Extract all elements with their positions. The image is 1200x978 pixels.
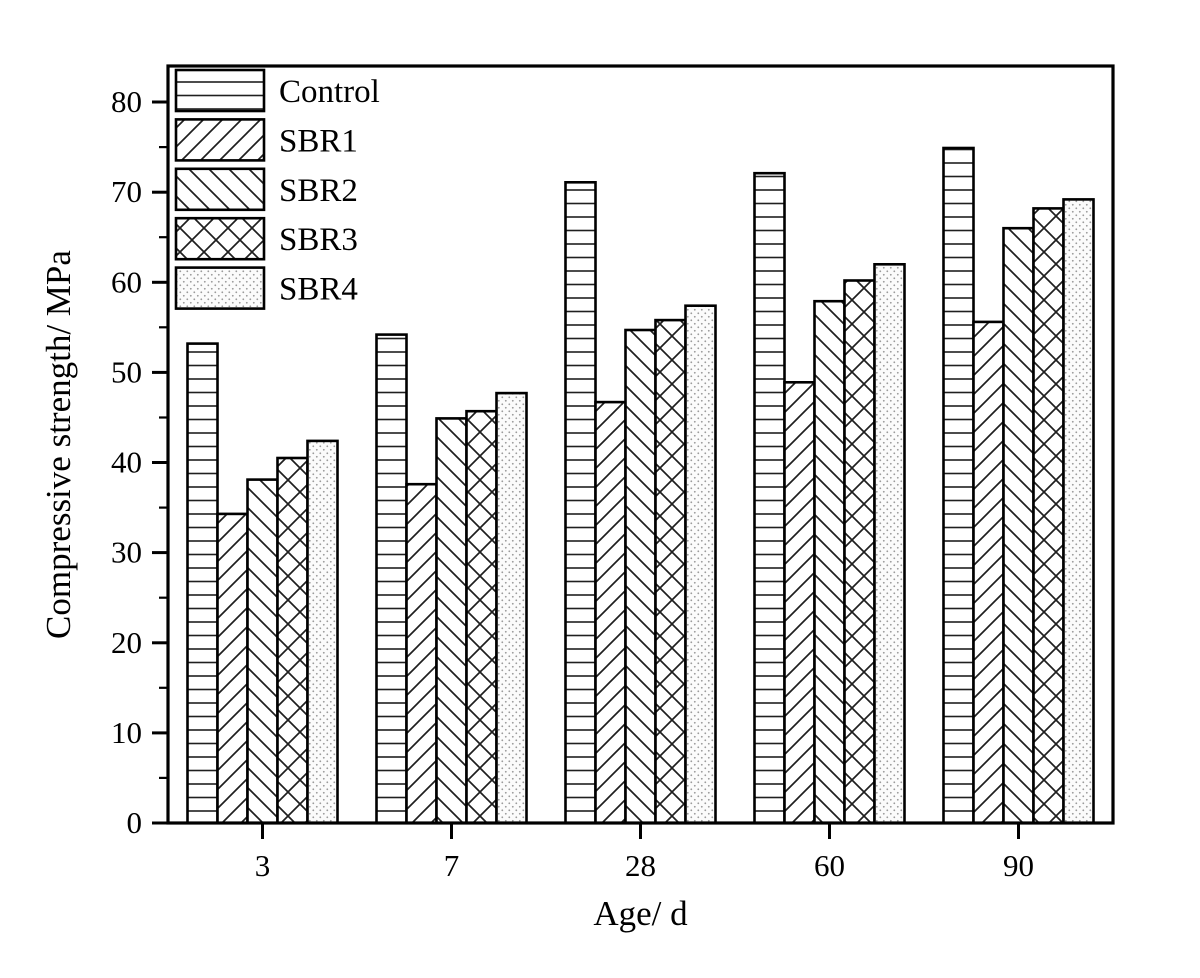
bar-SBR4-age-90: SBR4 @ 90 d: 69.2 MPa [1062, 198, 1095, 825]
bar-SBR1-age-7: SBR1 @ 7 d: 37.6 MPa [405, 482, 438, 825]
bar-SBR3-age-7: SBR3 @ 7 d: 45.7 MPa [465, 409, 498, 825]
legend-label: SBR2 [279, 173, 358, 209]
bar-Control-age-7: Control @ 7 d: 54.2 MPa [375, 333, 408, 825]
bar-Control-age-28: Control @ 28 d: 71.1 MPa [564, 181, 597, 825]
x-tick-label: 90 [1003, 848, 1034, 883]
bar-Control-age-3: Control @ 3 d: 53.2 MPa [186, 342, 219, 825]
bar-SBR2-age-60: SBR2 @ 60 d: 57.9 MPa [813, 299, 846, 825]
legend-label: SBR1 [279, 123, 358, 159]
bar-Control-age-90: Control @ 90 d: 74.9 MPa [942, 146, 975, 825]
bar-SBR3-age-60: SBR3 @ 60 d: 60.2 MPa [843, 279, 876, 825]
bar-SBR4-age-60: SBR4 @ 60 d: 62 MPa [873, 262, 906, 825]
y-tick-label: 50 [111, 354, 142, 389]
bar-SBR2-age-28: SBR2 @ 28 d: 54.7 MPa [624, 328, 657, 825]
x-tick-label: 28 [625, 848, 656, 883]
bar-SBR4-age-7: SBR4 @ 7 d: 47.7 MPa [495, 391, 528, 825]
bar-Control-age-60: Control @ 60 d: 72.1 MPa [753, 171, 786, 825]
legend-swatch-SBR3 [174, 216, 266, 261]
y-tick-label: 80 [111, 84, 142, 119]
bar-SBR3-age-28: SBR3 @ 28 d: 55.8 MPa [654, 318, 687, 825]
y-tick-label: 40 [111, 445, 142, 480]
y-tick-label: 0 [127, 805, 143, 840]
bar-SBR4-age-3: SBR4 @ 3 d: 42.4 MPa [306, 439, 339, 825]
bar-SBR4-age-28: SBR4 @ 28 d: 57.4 MPa [684, 304, 717, 825]
bar-SBR3-age-90: SBR3 @ 90 d: 68.2 MPa [1032, 207, 1065, 825]
bar-SBR2-age-90: SBR2 @ 90 d: 66 MPa [1002, 226, 1035, 825]
y-tick-label: 10 [111, 715, 142, 750]
legend-label: SBR3 [279, 222, 358, 258]
y-tick-label: 30 [111, 535, 142, 570]
legend-swatch-SBR4 [174, 266, 266, 310]
bar-SBR2-age-3: SBR2 @ 3 d: 38.1 MPa [246, 478, 279, 825]
legend-label: Control [279, 74, 380, 110]
y-tick-label: 60 [111, 264, 142, 299]
legend-swatch-SBR1 [174, 118, 266, 162]
y-tick-label: 70 [111, 174, 142, 209]
x-tick-label: 7 [444, 848, 460, 883]
bar-SBR1-age-90: SBR1 @ 90 d: 55.6 MPa [972, 320, 1005, 825]
bar-SBR1-age-28: SBR1 @ 28 d: 46.7 MPa [594, 400, 627, 825]
legend-swatch-SBR2 [174, 167, 266, 212]
x-axis-title: Age/ d [593, 894, 688, 933]
x-tick-label: 60 [814, 848, 845, 883]
legend-swatch-Control [174, 68, 266, 113]
bar-SBR3-age-3: SBR3 @ 3 d: 40.5 MPa [276, 456, 309, 825]
bar-SBR2-age-7: SBR2 @ 7 d: 44.9 MPa [435, 417, 468, 825]
x-tick-label: 3 [255, 848, 271, 883]
bar-SBR1-age-60: SBR1 @ 60 d: 48.9 MPa [783, 380, 816, 825]
y-axis-title: Compressive strength/ MPa [39, 250, 78, 639]
bar-SBR1-age-3: SBR1 @ 3 d: 34.3 MPa [216, 512, 249, 825]
legend: Control SBR1 SBR2 SBR3 SBR4 [174, 68, 380, 310]
legend-label: SBR4 [279, 272, 358, 308]
y-tick-label: 20 [111, 625, 142, 660]
